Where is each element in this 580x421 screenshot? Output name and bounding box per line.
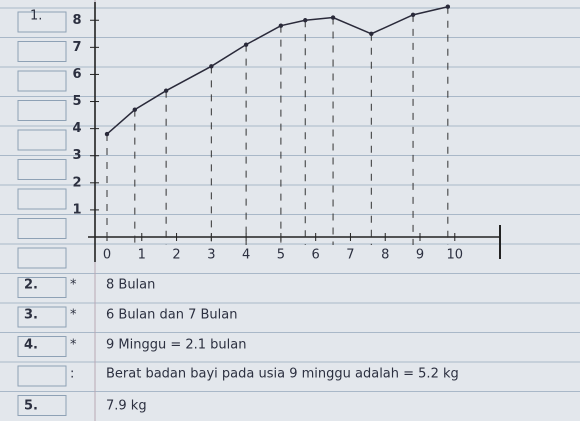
y-tick-label: 4 (72, 121, 81, 136)
answer-number: 2. (24, 278, 38, 293)
margin-box (17, 277, 67, 298)
y-tick-label: 2 (72, 175, 81, 190)
margin-box (17, 336, 67, 357)
margin-box (17, 100, 67, 121)
margin-box (17, 159, 67, 180)
answer-number: 3. (24, 308, 38, 323)
y-tick-label: 5 (72, 94, 81, 109)
answer-number: 4. (24, 338, 38, 353)
answer-text: 8 Bulan (106, 278, 155, 293)
margin-box (17, 218, 67, 239)
answer-mark: * (70, 308, 77, 323)
answer-text: 9 Minggu = 2.1 bulan (106, 338, 247, 353)
y-tick-label: 3 (72, 148, 81, 163)
x-tick-label: 5 (277, 248, 285, 263)
answer-text: 6 Bulan dan 7 Bulan (106, 308, 237, 323)
margin-box (17, 395, 67, 416)
answer-number: 5. (24, 399, 38, 414)
answer-text: 7.9 kg (106, 399, 147, 414)
x-tick-label: 0 (103, 248, 111, 263)
margin-box (17, 129, 67, 151)
line (106, 5, 449, 135)
y-tick-label: 8 (72, 13, 81, 28)
margin-box (17, 365, 67, 387)
answer-mark: : (70, 367, 74, 382)
x-tick-label: 2 (172, 248, 180, 263)
y-tick-label: 6 (72, 67, 81, 82)
x-tick-label: 1 (138, 248, 146, 263)
ruled-lines (0, 7, 580, 416)
answer-mark: * (70, 278, 77, 293)
margin-box (17, 247, 67, 269)
x-tick-label: 9 (416, 248, 424, 263)
margin-box (17, 306, 67, 328)
x-tick-label: 3 (207, 248, 215, 263)
question-number: 1. (30, 9, 42, 24)
x-tick-label: 8 (381, 248, 389, 263)
point (445, 4, 451, 9)
y-tick-label: 7 (72, 40, 81, 55)
margin-box (17, 11, 67, 33)
margin-box (17, 188, 67, 210)
x-tick-label: 10 (447, 248, 464, 263)
y-tick-label: 1 (72, 202, 81, 217)
x-tick-label: 7 (346, 248, 354, 263)
margin-box (17, 41, 67, 62)
answer-mark: * (70, 338, 77, 353)
margin-box (17, 70, 67, 92)
x-tick-label: 4 (242, 248, 250, 263)
answer-text: Berat badan bayi pada usia 9 minggu adal… (106, 367, 459, 382)
x-tick-label: 6 (312, 248, 320, 263)
